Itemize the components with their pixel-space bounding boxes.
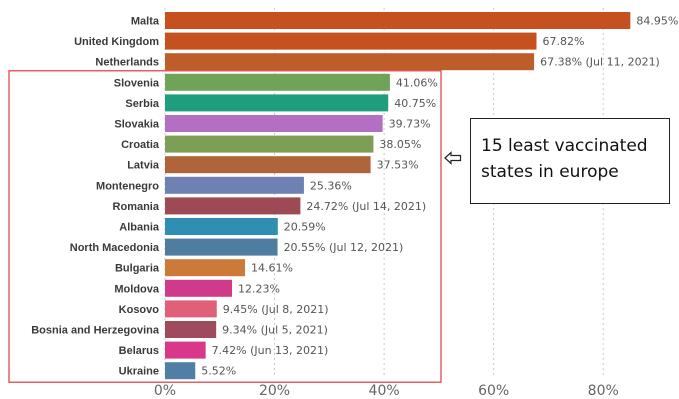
value-label: 24.72% (Jul 14, 2021) <box>306 200 426 213</box>
value-label: 20.55% (Jul 12, 2021) <box>284 241 404 254</box>
highlight-box <box>8 70 442 383</box>
value-label: 9.45% (Jul 8, 2021) <box>223 303 329 316</box>
bar <box>165 176 304 194</box>
x-tick-label: 0% <box>154 383 176 399</box>
category-label: Malta <box>131 16 160 28</box>
value-label: 67.82% <box>543 35 585 48</box>
category-label: Kosovo <box>119 304 160 316</box>
value-label: 84.95% <box>636 15 678 28</box>
category-label: Netherlands <box>95 57 159 69</box>
bar <box>165 32 537 50</box>
bar <box>165 156 371 174</box>
x-tick-label: 20% <box>259 383 290 399</box>
x-tick-label: 60% <box>478 383 509 399</box>
category-label: Latvia <box>127 160 160 172</box>
category-label: Bulgaria <box>115 263 160 275</box>
category-label: Albania <box>119 222 160 234</box>
x-tick-label: 80% <box>588 383 619 399</box>
bar <box>165 135 374 153</box>
annotation-line-2: states in europe <box>481 162 619 182</box>
category-label: Moldova <box>114 283 159 295</box>
x-axis-ticks: 0% 20% 40% 60% 80% <box>154 383 619 399</box>
value-label: 41.06% <box>396 76 438 89</box>
value-label: 25.36% <box>310 179 352 192</box>
category-label: Ukraine <box>119 366 159 378</box>
category-label: Romania <box>113 201 160 213</box>
bar <box>165 197 301 215</box>
category-label: Montenegro <box>96 180 159 192</box>
category-label: North Macedonia <box>70 242 160 254</box>
category-label: Serbia <box>125 98 160 110</box>
value-label: 9.34% (Jul 5, 2021) <box>222 324 328 337</box>
annotation-callout: 15 least vaccinated states in europe <box>470 118 670 204</box>
category-label: Slovakia <box>114 119 160 131</box>
value-label: 5.52% <box>201 365 236 378</box>
category-label: United Kingdom <box>74 36 159 48</box>
bar <box>165 321 217 338</box>
value-label: 67.38% (Jul 11, 2021) <box>540 56 660 69</box>
value-label: 40.75% <box>394 97 436 110</box>
left-arrow-icon <box>444 151 462 165</box>
bar <box>165 362 196 380</box>
value-label: 20.59% <box>284 221 326 234</box>
bar <box>165 300 217 318</box>
value-labels: 84.95% 67.82% 67.38% (Jul 11, 2021) 41.06% 4… <box>201 15 678 378</box>
category-label: Slovenia <box>114 77 160 89</box>
category-label: Belarus <box>119 345 159 357</box>
category-labels: Malta United Kingdom Netherlands Slovenia Se… <box>31 16 160 378</box>
bar <box>165 238 278 256</box>
value-label: 39.73% <box>389 118 431 131</box>
bar <box>165 115 383 132</box>
value-label: 37.53% <box>377 159 419 172</box>
bar <box>165 218 278 235</box>
category-label: Croatia <box>121 139 160 151</box>
bar <box>165 73 390 91</box>
bar <box>165 53 535 71</box>
bar <box>165 94 389 112</box>
value-label: 7.42% (Jun 13, 2021) <box>212 344 329 357</box>
value-label: 14.61% <box>251 262 293 275</box>
bars-group <box>165 12 631 380</box>
annotation-line-1: 15 least vaccinated <box>481 136 648 156</box>
bar <box>165 341 206 359</box>
bar <box>165 279 232 297</box>
x-tick-label: 40% <box>369 383 400 399</box>
bar <box>165 259 246 277</box>
value-label: 38.05% <box>379 138 421 151</box>
bar <box>165 12 631 29</box>
value-label: 12.23% <box>238 282 280 295</box>
category-label: Bosnia and Herzegovina <box>31 325 160 337</box>
